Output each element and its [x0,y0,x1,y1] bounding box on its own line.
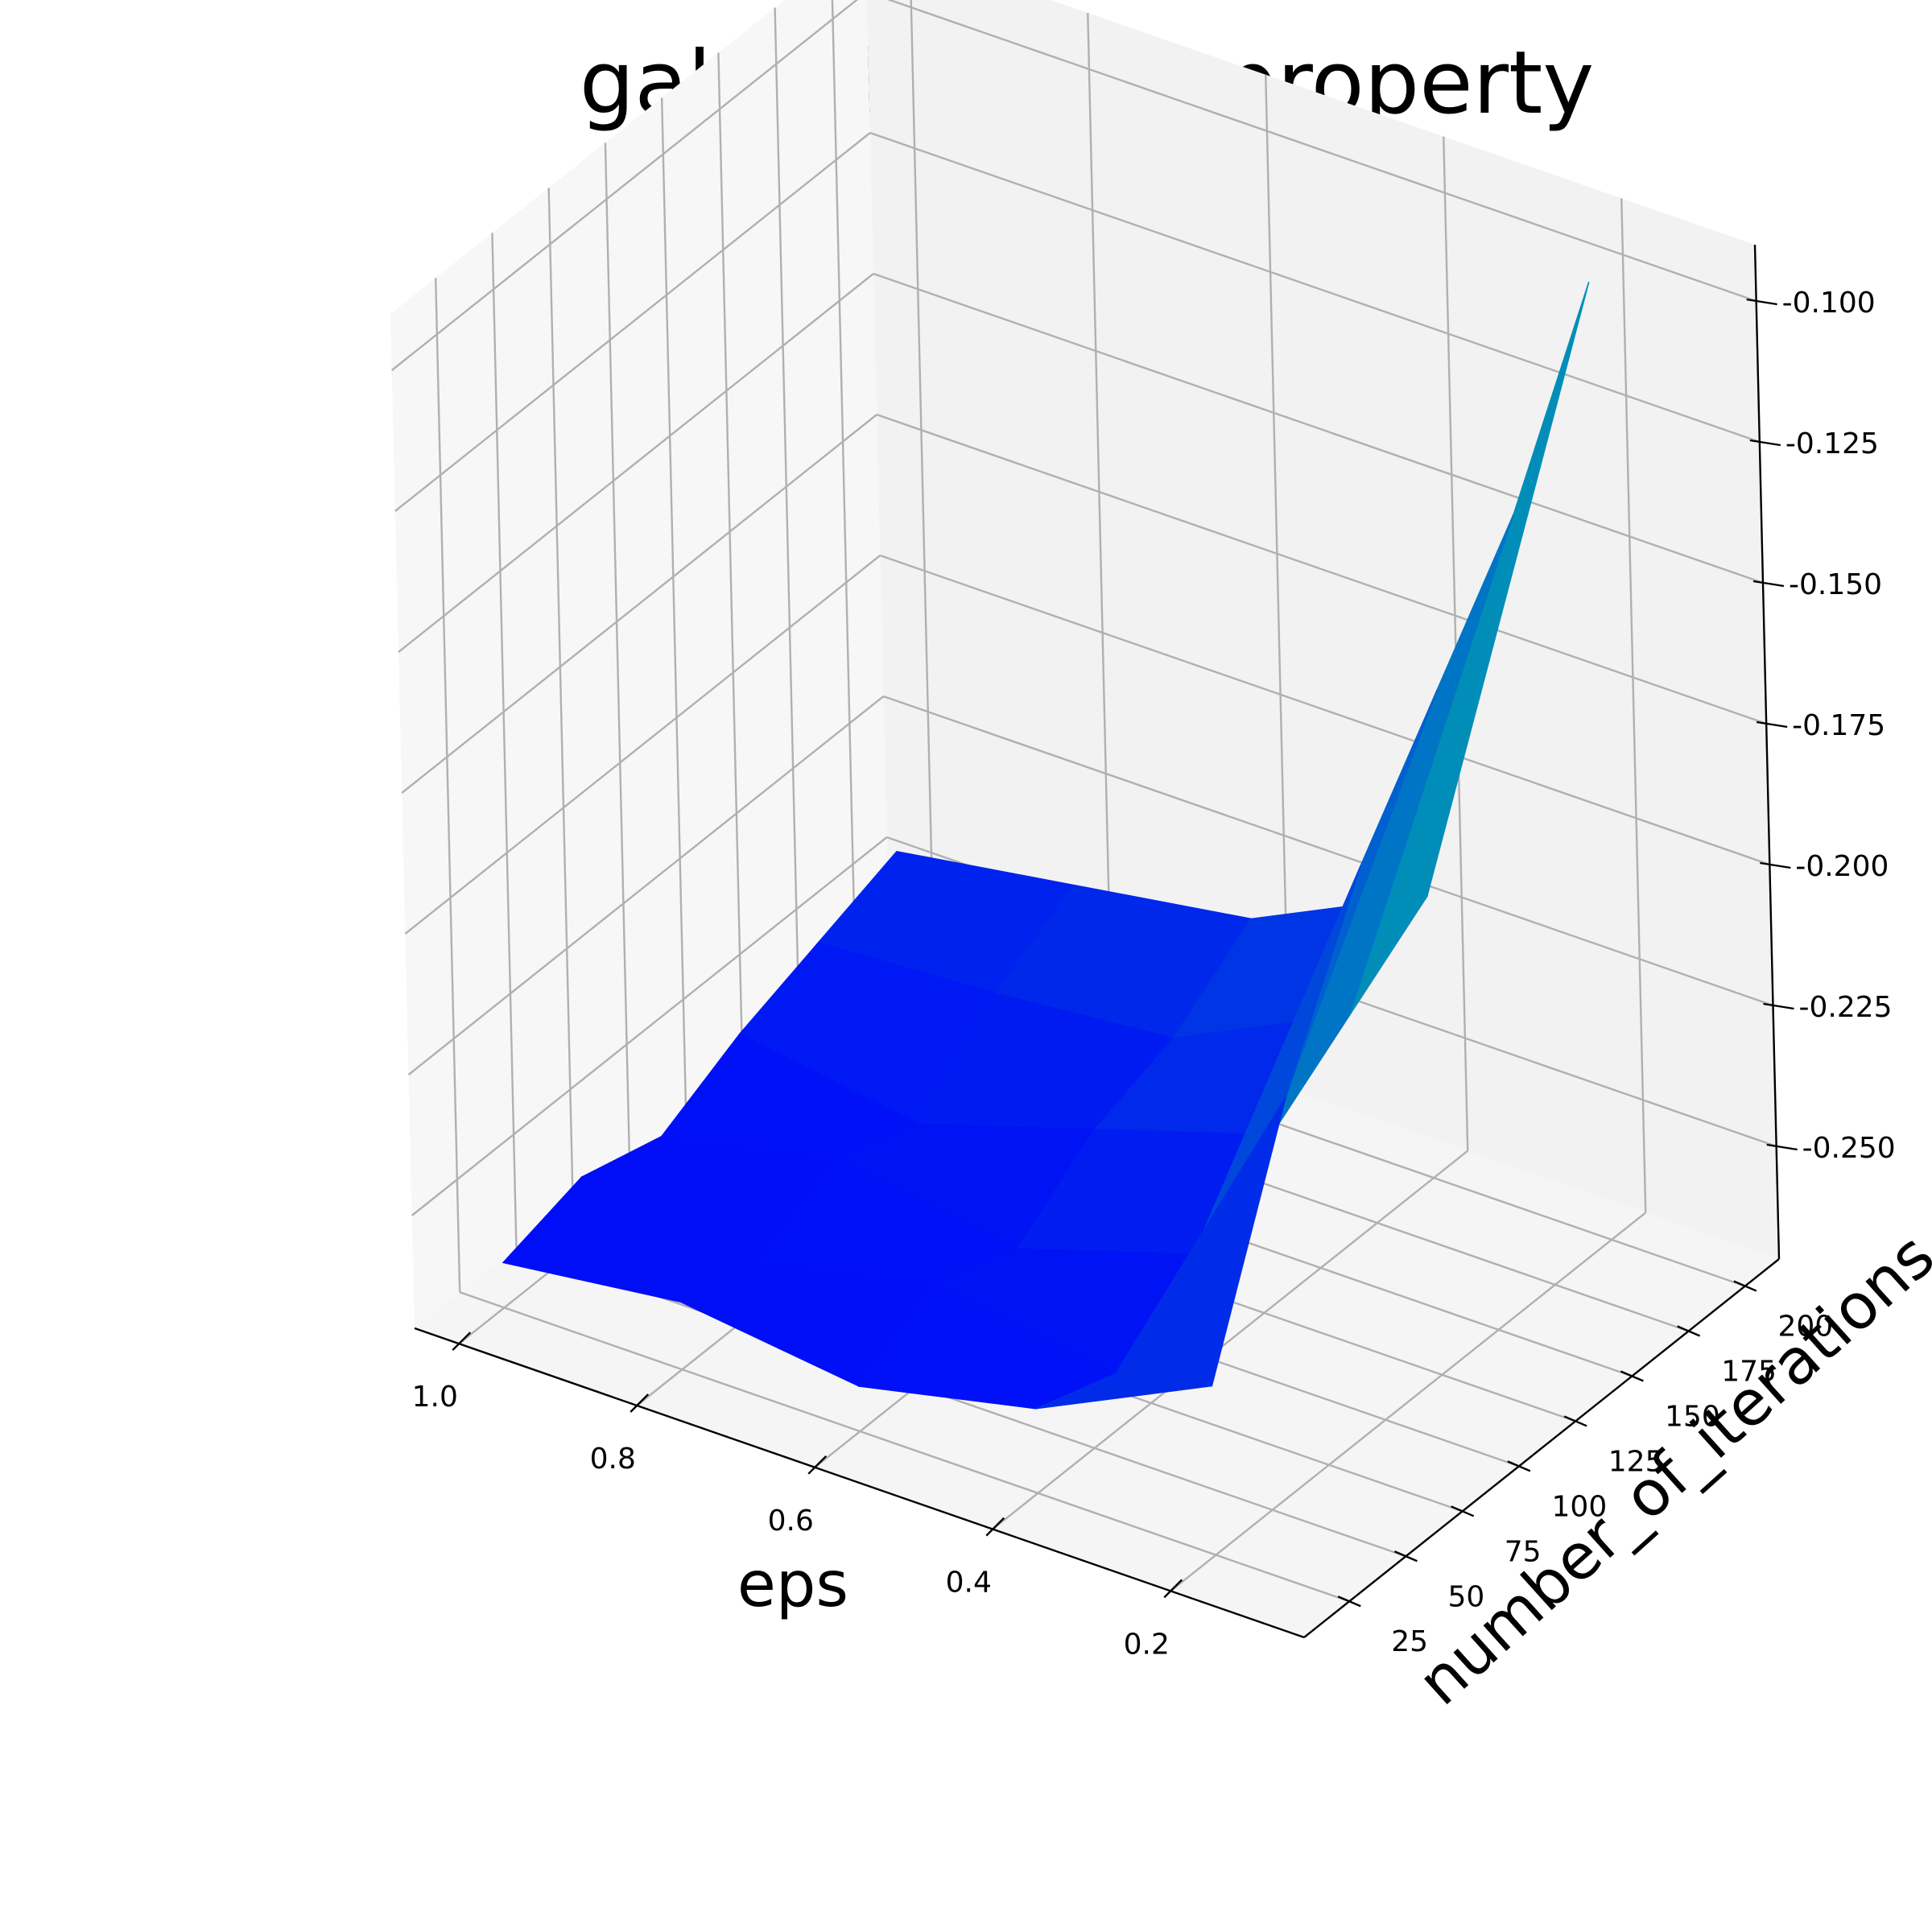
grid-line-iter-side [547,188,574,1203]
surface [502,281,1590,1410]
grid-line-iter-side [774,7,800,1022]
grid-line-z-side [390,0,859,371]
y-tick-mark [1451,1505,1475,1517]
grid-line-z-side [398,273,874,653]
z-tick-label: -0.200 [1795,850,1889,883]
x-tick-label: 1.0 [412,1381,458,1414]
y-tick-mark [1563,1415,1587,1427]
grid-line-z-side [411,836,888,1216]
z-axis-line [1753,244,1781,1260]
x-tick-label: 0.2 [1124,1628,1170,1661]
grid-line-iter-floor [459,1291,1350,1603]
z-tick-label: -0.125 [1785,427,1879,460]
pane-left [390,0,890,1328]
y-tick-label: 200 [1777,1311,1833,1344]
grid-line-iter-side [831,0,857,977]
grid-line-z-back [879,554,1770,866]
grid-line-z-side [407,696,885,1075]
grid-line-z-side [404,555,881,935]
surface-facet [1035,1096,1286,1410]
x-axis-label: eps [737,1549,848,1621]
grid-line-z-side [394,132,871,512]
x-tick-mark [452,1331,472,1352]
y-tick-mark [1337,1596,1361,1608]
x-tick-label: 0.8 [590,1443,636,1476]
y-tick-mark [1733,1280,1757,1292]
grid-line-iter-side [604,142,631,1158]
grid-line-iter-side [660,97,687,1113]
z-tick-label: -0.150 [1789,568,1882,601]
grid-line-eps-floor [992,1150,1468,1530]
z-tick-label: -0.100 [1782,287,1876,320]
y-tick-label: 150 [1665,1400,1720,1433]
grid-line-iter-side [491,233,518,1248]
grid-line-z-side [401,414,877,794]
z-tick-mark [1766,1143,1798,1151]
grid-line-eps-back [1620,198,1647,1213]
z-tick-mark [1763,1002,1794,1010]
grid-line-iter-side [717,52,744,1067]
grid-line-eps-back [1087,12,1113,1028]
grid-line-eps-back [1443,136,1469,1151]
grid-line-z-back [869,131,1761,444]
y-tick-label: 175 [1721,1356,1777,1389]
x-tick-mark [807,1455,828,1475]
y-tick-mark [1677,1325,1701,1337]
grid-line-eps-back [910,0,935,966]
y-tick-mark [1393,1550,1418,1563]
z-tick-label: -0.225 [1799,991,1893,1024]
z-tick-label: -0.175 [1792,709,1885,742]
grid-line-iter-side [434,278,461,1293]
x-tick-mark [985,1517,1005,1537]
z-tick-mark [1749,439,1781,447]
x-tick-label: 0.4 [946,1567,992,1600]
y-tick-label: 50 [1448,1580,1485,1613]
x-tick-mark [630,1393,650,1413]
y-tick-mark [1620,1370,1644,1382]
y-tick-label: 25 [1391,1625,1428,1658]
y-tick-label: 75 [1505,1535,1542,1568]
grid-line-z-back [886,0,1757,303]
y-tick-mark [1507,1460,1531,1472]
grid-line-z-back [883,695,1773,1007]
grid-line-eps-floor [1170,1212,1646,1592]
z-tick-mark [1756,720,1788,729]
grid-line-z-back [873,272,1764,584]
z-tick-label: -0.250 [1802,1132,1896,1165]
axes [414,244,1798,1639]
x-axis-line [414,1327,1305,1639]
x-tick-label: 0.6 [768,1505,814,1538]
z-tick-mark [1752,580,1785,588]
z-tick-mark [1746,298,1777,306]
y-tick-label: 100 [1552,1490,1608,1523]
y-axis-line [1303,1258,1780,1638]
z-tick-mark [1760,861,1791,869]
y-tick-label: 125 [1608,1445,1664,1478]
grid-line-z-back [876,413,1767,725]
x-tick-mark [1163,1579,1183,1599]
